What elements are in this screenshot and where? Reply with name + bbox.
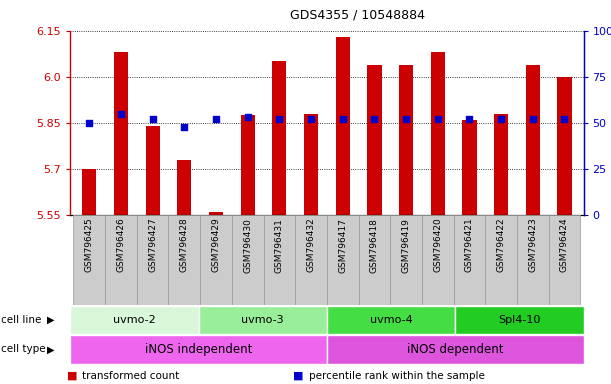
Bar <box>549 215 580 305</box>
Point <box>306 116 316 122</box>
Bar <box>105 215 137 305</box>
Text: GSM796425: GSM796425 <box>85 218 93 273</box>
Point <box>528 116 538 122</box>
Point <box>148 116 158 122</box>
Bar <box>453 215 485 305</box>
Bar <box>145 126 159 215</box>
Bar <box>494 114 508 215</box>
Bar <box>525 65 540 215</box>
Point <box>370 116 379 122</box>
Point <box>211 116 221 122</box>
Bar <box>431 52 445 215</box>
Point <box>116 111 126 117</box>
Text: uvmo-2: uvmo-2 <box>113 314 156 325</box>
Bar <box>390 215 422 305</box>
Bar <box>199 306 327 333</box>
Bar <box>304 114 318 215</box>
Text: ▶: ▶ <box>47 314 54 325</box>
Point <box>401 116 411 122</box>
Text: GSM796430: GSM796430 <box>243 218 252 273</box>
Point <box>84 120 94 126</box>
Bar <box>273 61 287 215</box>
Text: percentile rank within the sample: percentile rank within the sample <box>309 371 485 381</box>
Bar <box>200 215 232 305</box>
Text: GSM796421: GSM796421 <box>465 218 474 273</box>
Bar <box>137 215 169 305</box>
Bar <box>485 215 517 305</box>
Bar <box>70 335 327 364</box>
Bar <box>295 215 327 305</box>
Text: iNOS independent: iNOS independent <box>145 343 252 356</box>
Bar <box>169 215 200 305</box>
Text: GSM796429: GSM796429 <box>211 218 221 273</box>
Bar <box>70 306 199 333</box>
Point <box>338 116 348 122</box>
Bar <box>463 120 477 215</box>
Bar <box>335 37 350 215</box>
Text: GDS4355 / 10548884: GDS4355 / 10548884 <box>290 8 425 21</box>
Text: transformed count: transformed count <box>82 371 180 381</box>
Text: uvmo-4: uvmo-4 <box>370 314 412 325</box>
Bar <box>232 215 263 305</box>
Bar <box>327 306 455 333</box>
Text: GSM796422: GSM796422 <box>497 218 506 272</box>
Point <box>180 124 189 130</box>
Bar <box>209 212 223 215</box>
Text: GSM796417: GSM796417 <box>338 218 347 273</box>
Text: cell type: cell type <box>1 344 46 354</box>
Bar <box>455 306 584 333</box>
Text: GSM796418: GSM796418 <box>370 218 379 273</box>
Bar <box>399 65 413 215</box>
Bar <box>422 215 453 305</box>
Bar <box>327 335 584 364</box>
Bar <box>241 115 255 215</box>
Point <box>560 116 569 122</box>
Point <box>243 114 252 121</box>
Text: GSM796432: GSM796432 <box>307 218 315 273</box>
Text: Spl4-10: Spl4-10 <box>498 314 541 325</box>
Point <box>496 116 506 122</box>
Text: GSM796420: GSM796420 <box>433 218 442 273</box>
Text: GSM796431: GSM796431 <box>275 218 284 273</box>
Bar <box>114 52 128 215</box>
Text: ■: ■ <box>293 371 304 381</box>
Bar <box>73 215 105 305</box>
Bar <box>82 169 97 215</box>
Text: GSM796426: GSM796426 <box>117 218 125 273</box>
Bar <box>367 65 381 215</box>
Point <box>274 116 284 122</box>
Bar <box>359 215 390 305</box>
Text: ▶: ▶ <box>47 344 54 354</box>
Text: cell line: cell line <box>1 314 42 325</box>
Bar <box>177 160 191 215</box>
Point <box>464 116 474 122</box>
Bar <box>263 215 295 305</box>
Text: GSM796427: GSM796427 <box>148 218 157 273</box>
Text: GSM796419: GSM796419 <box>401 218 411 273</box>
Bar <box>517 215 549 305</box>
Point <box>433 116 442 122</box>
Text: GSM796428: GSM796428 <box>180 218 189 273</box>
Text: GSM796424: GSM796424 <box>560 218 569 272</box>
Text: iNOS dependent: iNOS dependent <box>407 343 503 356</box>
Bar <box>557 77 572 215</box>
Text: ■: ■ <box>67 371 78 381</box>
Text: GSM796423: GSM796423 <box>529 218 537 273</box>
Bar <box>327 215 359 305</box>
Text: uvmo-3: uvmo-3 <box>241 314 284 325</box>
